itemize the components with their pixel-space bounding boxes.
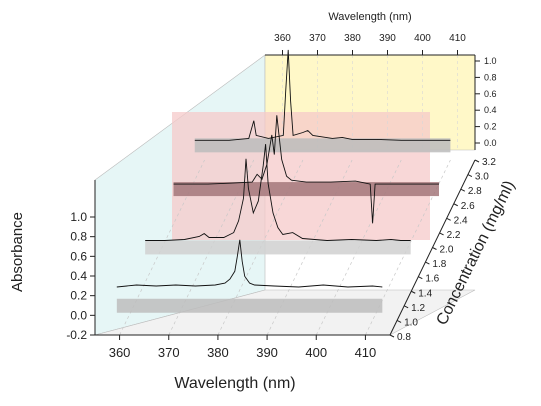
z-tick-label: 3.0 (475, 172, 489, 183)
tick-layer: 360 370 380 390 400 410 -0.2 0.0 0.2 0.4 0.6 0.8 1.0… (66, 33, 496, 360)
z-tick (396, 319, 402, 323)
x-tick-label: 370 (158, 345, 180, 360)
x-tick-label: 390 (256, 345, 278, 360)
z-tick (460, 188, 466, 192)
series-line (145, 144, 411, 241)
series-baseline-band (145, 240, 411, 255)
right-y-tick-label: 0.4 (484, 105, 497, 115)
z-tick (432, 247, 437, 250)
right-y-tick-label: 0.2 (484, 122, 497, 132)
y-tick-label: 1.0 (70, 210, 87, 224)
z-tick-label: 2.0 (440, 245, 454, 256)
y-tick-label: 0.4 (70, 269, 87, 283)
z-tick-label: 1.6 (425, 274, 439, 285)
top-x-tick-label: 370 (309, 33, 326, 44)
z-tick-label: 0.8 (397, 332, 411, 343)
top-x-tick-label: 380 (344, 33, 361, 44)
z-tick (389, 334, 395, 338)
x-tick-label: 410 (355, 345, 377, 360)
z-tick-label: 2.2 (447, 230, 461, 241)
series-layer (116, 49, 451, 313)
x-tick-label: 360 (109, 345, 131, 360)
z-tick-label: 1.8 (432, 259, 446, 270)
top-x-tick-label: 390 (379, 33, 396, 44)
z-tick (467, 174, 473, 178)
x-axis-title: Wavelength (nm) (174, 375, 295, 392)
mid-wall (172, 112, 430, 240)
x-tick-label: 380 (207, 345, 229, 360)
y-tick-label: -0.2 (66, 328, 87, 342)
z-tick-label: 1.4 (418, 288, 432, 299)
series-baseline-band (194, 138, 451, 153)
y-tick-label: 0.6 (70, 249, 87, 263)
series-line (116, 239, 383, 288)
right-y-tick-label: 0.6 (484, 89, 497, 99)
y-tick-label: 0.8 (70, 230, 87, 244)
y-tick-label: 0.0 (70, 308, 87, 322)
top-x-tick-label: 360 (274, 33, 291, 44)
top-x-tick-label: 410 (449, 33, 466, 44)
top-x-tick-label: 400 (414, 33, 431, 44)
z-tick-label: 2.8 (468, 186, 482, 197)
z-tick (474, 159, 480, 163)
series-baseline-band (173, 182, 439, 197)
z-tick-label: 3.2 (482, 157, 496, 168)
z-tick (425, 261, 430, 265)
right-y-tick-label: 0.8 (484, 72, 497, 82)
z-tick (439, 232, 444, 236)
z-tick (403, 305, 409, 309)
series-line (194, 49, 451, 141)
z-tick-label: 1.2 (411, 303, 425, 314)
z-tick-label: 1.0 (404, 317, 418, 328)
z-tick-label: 2.6 (461, 201, 475, 212)
top-axis-title: Wavelength (nm) (328, 11, 411, 23)
y-axis-title: Absorbance (9, 212, 26, 292)
z-tick (411, 290, 416, 294)
y-tick-label: 0.2 (70, 289, 87, 303)
right-y-tick-label: 0.0 (484, 138, 497, 148)
z-tick (453, 203, 458, 207)
series-line (173, 115, 439, 224)
x-tick-label: 400 (305, 345, 327, 360)
right-y-tick-label: 1.0 (484, 56, 497, 66)
z-tick (418, 276, 423, 280)
series-baseline-band (116, 298, 383, 313)
z-tick (446, 217, 451, 221)
z-tick-label: 2.4 (454, 215, 468, 226)
